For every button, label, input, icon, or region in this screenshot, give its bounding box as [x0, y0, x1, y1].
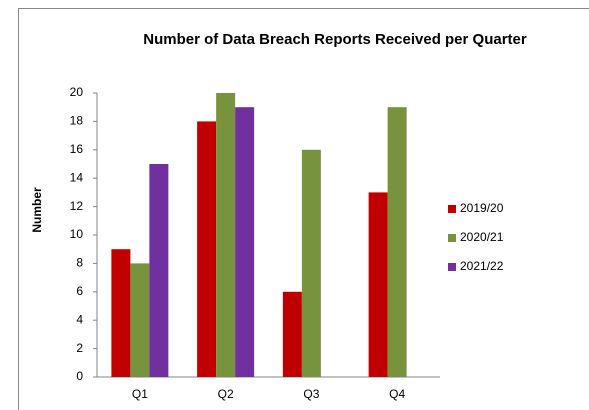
y-tick-label: 2 — [76, 341, 83, 355]
legend-swatch — [448, 205, 456, 213]
legend-label: 2020/21 — [460, 230, 504, 244]
bar — [111, 249, 131, 377]
bar — [301, 149, 321, 377]
y-tick-label: 20 — [70, 85, 84, 99]
y-tick-label: 4 — [76, 312, 83, 326]
legend-label: 2021/22 — [460, 259, 504, 273]
x-tick-label: Q3 — [303, 387, 319, 401]
bar — [282, 291, 302, 377]
y-tick-label: 16 — [70, 142, 84, 156]
bar — [235, 107, 255, 377]
bar — [368, 192, 388, 377]
chart-title: Number of Data Breach Reports Received p… — [143, 31, 527, 48]
bar — [197, 121, 217, 378]
y-axis-label: Number — [30, 187, 44, 233]
x-tick-label: Q1 — [132, 387, 148, 401]
bar — [130, 263, 150, 377]
x-tick-label: Q2 — [218, 387, 234, 401]
y-tick-label: 10 — [70, 227, 84, 241]
legend-label: 2019/20 — [460, 201, 504, 215]
y-tick-label: 14 — [70, 170, 84, 184]
bar — [149, 164, 169, 377]
y-tick-label: 12 — [70, 199, 84, 213]
bar — [216, 93, 236, 377]
legend-swatch — [448, 263, 456, 271]
y-tick-label: 8 — [76, 256, 83, 270]
y-tick-label: 0 — [76, 369, 83, 383]
x-tick-label: Q4 — [389, 387, 405, 401]
y-tick-label: 6 — [76, 284, 83, 298]
legend-swatch — [448, 234, 456, 242]
y-tick-label: 18 — [70, 114, 84, 128]
bar — [387, 107, 407, 377]
